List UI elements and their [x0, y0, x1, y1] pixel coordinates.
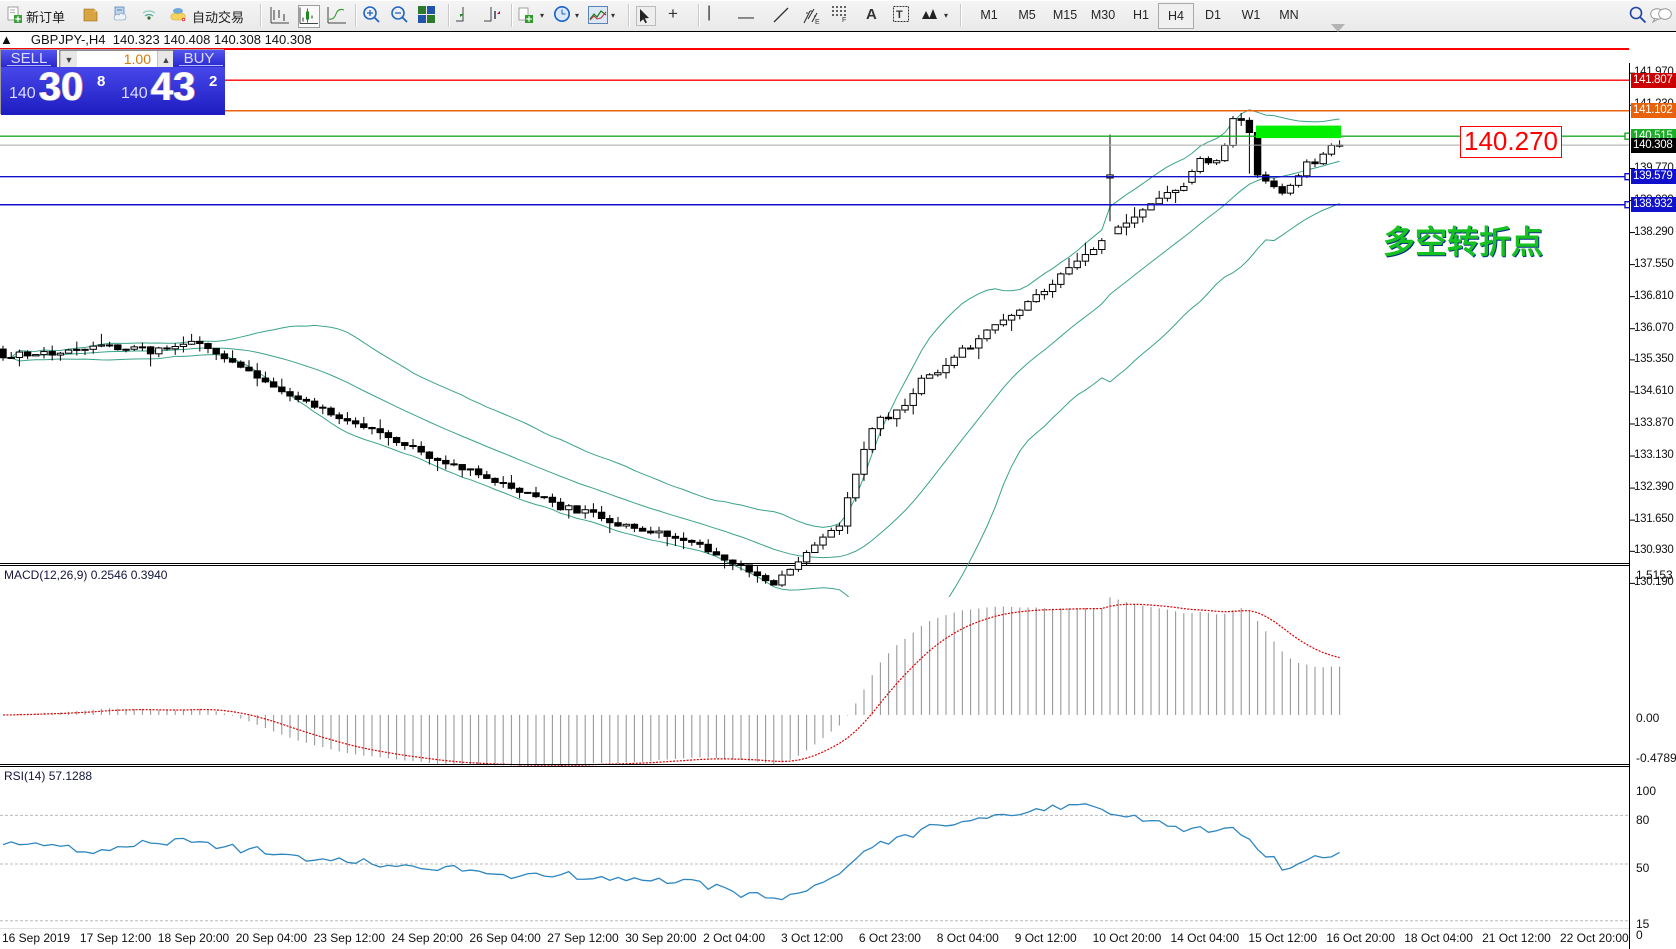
svg-text:F: F: [842, 17, 846, 22]
svg-text:T: T: [896, 9, 903, 21]
svg-text:E: E: [815, 19, 820, 25]
